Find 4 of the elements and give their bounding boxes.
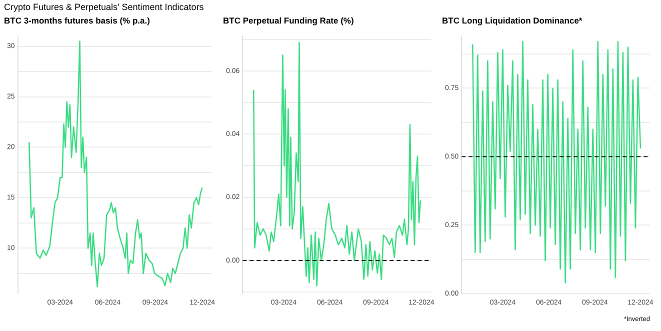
chart-title: BTC Long Liquidation Dominance* <box>442 15 583 26</box>
chart-title: BTC Perpetual Funding Rate (%) <box>223 15 354 26</box>
chart-title: Crypto Futures & Perpetuals' Sentiment Indicators <box>3 1 205 14</box>
chart-subtitle: BTC 3-months futures basis (% p.a.) <box>4 15 150 26</box>
